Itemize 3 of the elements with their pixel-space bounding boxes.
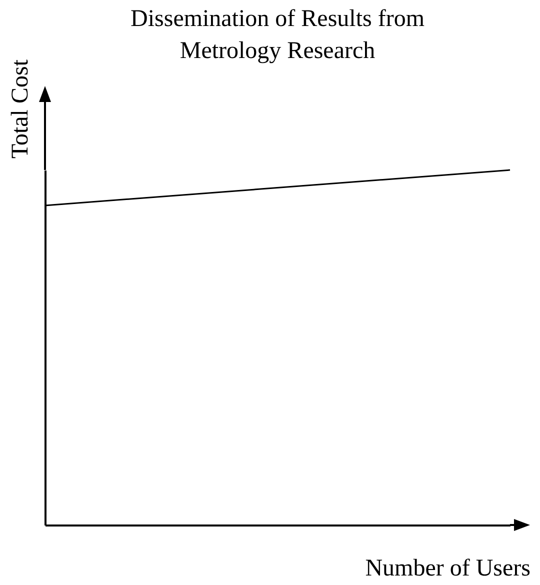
chart-title: Dissemination of Results from Metrology Research bbox=[130, 6, 425, 64]
y-axis-title: Total Cost bbox=[8, 59, 34, 158]
x-axis-title: Number of Users bbox=[365, 556, 530, 582]
